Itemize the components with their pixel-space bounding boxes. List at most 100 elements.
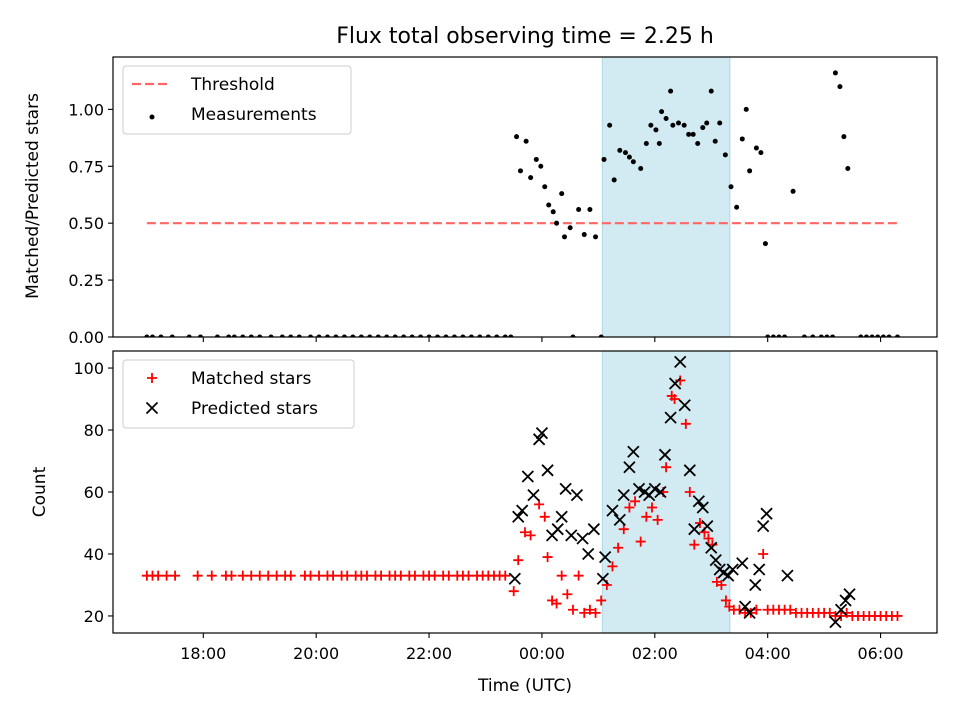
measurement-point	[643, 141, 649, 147]
measurement-point	[231, 334, 237, 337]
measurement-point	[546, 202, 552, 208]
predicted-star-point	[606, 504, 619, 517]
measurement-point	[418, 334, 424, 337]
predicted-star-point	[551, 523, 564, 536]
legend-predicted-swatch	[145, 401, 159, 415]
matched-star-point	[525, 530, 536, 541]
measurement-point	[875, 334, 881, 337]
measurement-point	[668, 88, 674, 94]
matched-star-point	[246, 570, 257, 581]
matched-star-point	[376, 570, 387, 581]
legend-label: Threshold	[190, 75, 275, 95]
matched-star-point	[263, 570, 274, 581]
axes-frame	[112, 56, 938, 338]
x-tick-label: 00:00	[519, 644, 565, 663]
matched-star-point	[618, 524, 629, 535]
measurement-point	[630, 159, 636, 165]
predicted-star-point	[696, 501, 709, 514]
measurement-point	[538, 163, 544, 169]
predicted-star-point	[617, 488, 630, 502]
matched-star-point	[463, 570, 474, 581]
predicted-star-point	[781, 569, 794, 582]
measurement-point	[460, 334, 466, 337]
predicted-star-point	[623, 461, 636, 474]
measurement-point	[477, 334, 483, 337]
predicted-star-point	[701, 519, 714, 533]
matched-star-point	[328, 570, 339, 581]
matched-star-point	[562, 589, 573, 600]
measurement-point	[722, 152, 728, 158]
matched-star-point	[395, 570, 406, 581]
legend-measurement-swatch	[149, 114, 155, 120]
x-tick-label: 06:00	[858, 644, 904, 663]
measurement-point	[384, 334, 390, 337]
predicted-star-point	[521, 470, 534, 483]
y-tick-label: 1.00	[68, 100, 104, 119]
measurement-point	[886, 334, 892, 337]
measurement-point	[401, 334, 407, 337]
measurement-point	[686, 131, 692, 137]
predicted-star-point	[535, 426, 549, 440]
measurement-point	[743, 106, 749, 112]
measurement-point	[570, 334, 576, 337]
matched-star-point	[596, 595, 607, 606]
measurement-point	[559, 191, 565, 197]
measurement-point	[801, 334, 807, 337]
measurement-point	[443, 334, 449, 337]
measurement-point	[765, 334, 771, 337]
measurement-point	[681, 122, 687, 128]
predicted-star-point	[753, 563, 766, 576]
matched-star-point	[892, 610, 903, 621]
predicted-star-point	[692, 495, 705, 508]
matched-star-point	[556, 570, 567, 581]
predicted-star-point	[516, 504, 529, 517]
measurement-point	[611, 177, 617, 183]
measurement-point	[824, 334, 830, 337]
measurement-point	[542, 184, 548, 190]
measurement-point	[753, 145, 759, 151]
measurement-point	[717, 120, 723, 126]
measurement-point	[622, 150, 628, 156]
predicted-star-point	[743, 606, 756, 619]
measurement-point	[248, 334, 254, 337]
predicted-star-point	[613, 513, 626, 527]
matched-star-point	[429, 570, 440, 581]
matched-star-point	[675, 375, 686, 386]
matched-star-point	[520, 527, 530, 538]
measurement-point	[296, 334, 302, 337]
measurement-point	[197, 334, 203, 337]
measurement-point	[663, 115, 669, 121]
measurement-point	[567, 225, 573, 231]
x-axis-label: Time (UTC)	[477, 676, 572, 696]
measurement-point	[758, 150, 764, 156]
matched-star-point	[192, 570, 203, 581]
observing-window-span	[601, 56, 731, 338]
matched-star-point	[689, 539, 700, 550]
predicted-star-point	[834, 603, 848, 616]
matched-star-point	[613, 542, 624, 553]
measurement-point	[762, 241, 768, 247]
predicted-star-point	[587, 523, 600, 536]
matched-star-point	[573, 570, 584, 581]
matched-star-point	[271, 570, 282, 581]
measurement-point	[214, 334, 220, 337]
measurement-point	[451, 334, 457, 337]
x-tick-label: 18:00	[180, 644, 226, 663]
predicted-star-point	[668, 377, 682, 390]
measurement-point	[830, 334, 836, 337]
predicted-star-point	[722, 569, 735, 582]
predicted-star-point	[757, 519, 770, 533]
predicted-star-point	[654, 485, 667, 499]
matched-star-point	[534, 499, 545, 510]
matched-star-point	[551, 598, 562, 609]
predicted-star-point	[541, 464, 554, 477]
matched-star-point	[567, 604, 578, 615]
predicted-star-point	[829, 616, 842, 629]
x-tick-label: 22:00	[406, 644, 452, 663]
matched-star-point	[361, 570, 372, 581]
measurement-point	[648, 122, 654, 128]
matched-star-point	[285, 570, 296, 581]
predicted-star-point	[508, 572, 521, 585]
measurement-point	[810, 334, 816, 337]
legend-matched-swatch	[147, 373, 157, 383]
